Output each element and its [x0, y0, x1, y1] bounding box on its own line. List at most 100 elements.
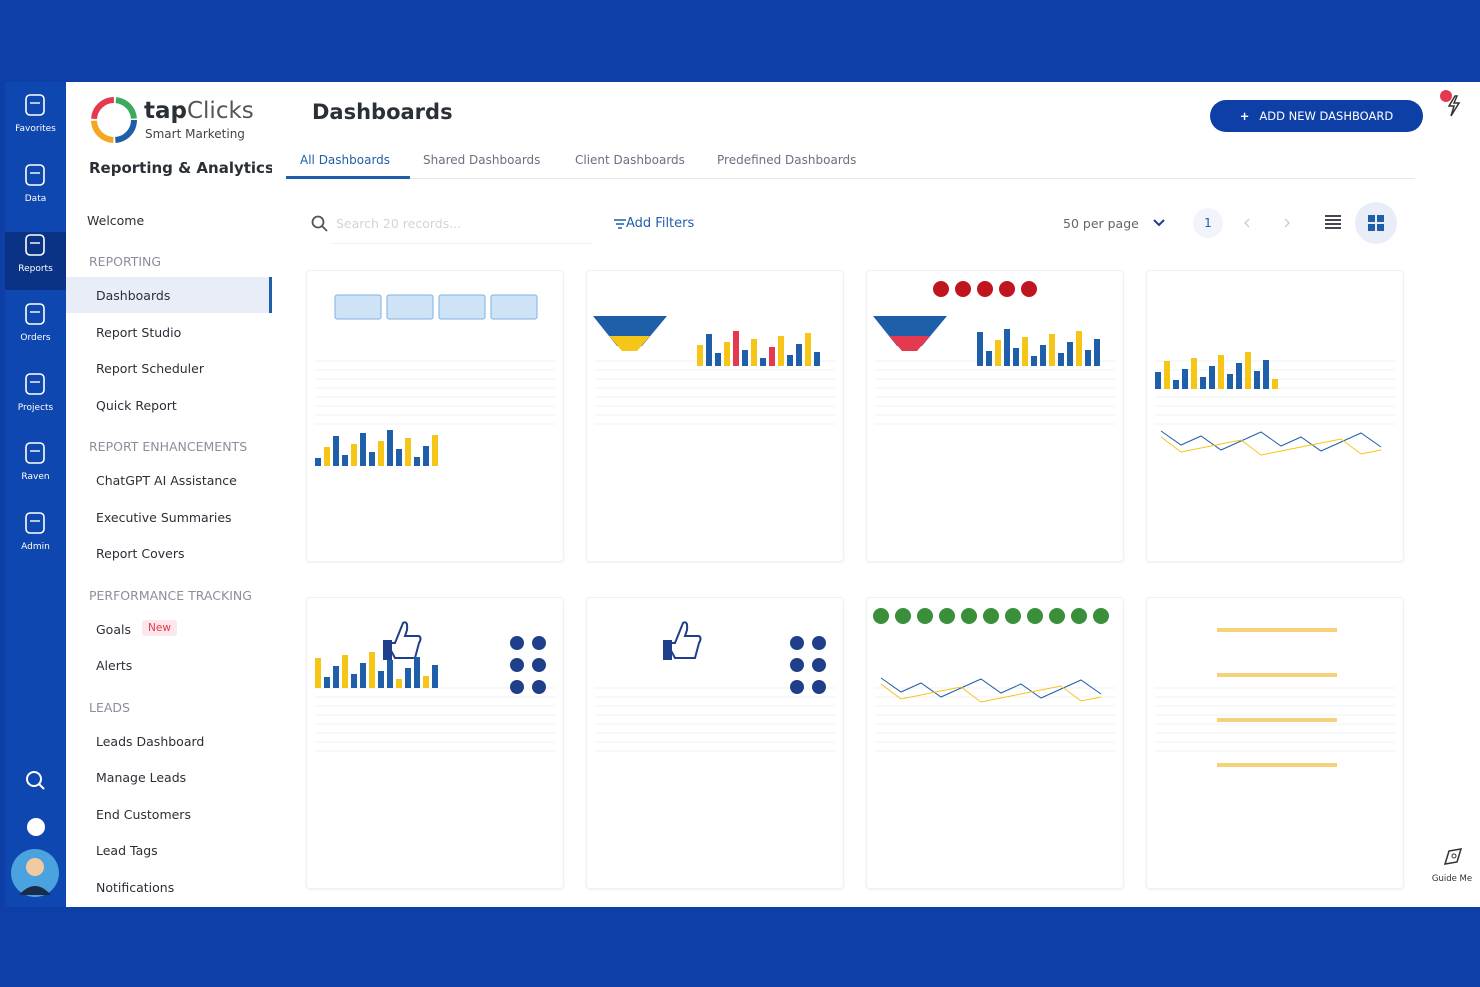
pager-arrows[interactable]	[1240, 216, 1292, 230]
rail-item[interactable]: Orders	[5, 301, 66, 359]
nav-item[interactable]: Report Covers	[96, 546, 185, 561]
rail-item[interactable]: Favorites	[5, 92, 66, 150]
rail-item[interactable]: Data	[5, 162, 66, 220]
thumb-dot	[983, 608, 999, 624]
thumb-bar	[360, 433, 366, 466]
dashboard-card[interactable]	[586, 597, 844, 889]
nav-item[interactable]: Notifications	[96, 879, 175, 895]
thumb-bar	[787, 355, 793, 366]
search-input[interactable]: Search 20 records...	[336, 216, 462, 231]
guide-label[interactable]: Guide Me	[1431, 874, 1473, 884]
nav-item[interactable]: ChatGPT AI Assistance	[96, 473, 237, 488]
thumb-bar	[805, 333, 811, 366]
add-filters[interactable]: Add Filters	[626, 216, 695, 231]
dashboard-card[interactable]	[306, 270, 564, 562]
rail-item[interactable]: Admin	[5, 510, 66, 568]
thumb-bar	[1058, 353, 1064, 366]
tab[interactable]: Shared Dashboards	[423, 153, 541, 167]
guide-icon[interactable]	[1441, 846, 1465, 868]
tab[interactable]: Predefined Dashboards	[717, 153, 857, 167]
rail-bottom-icons[interactable]	[5, 767, 66, 897]
thumb-dot	[1021, 281, 1037, 297]
thumb-dot	[790, 636, 804, 650]
dashboard-card[interactable]	[306, 597, 564, 889]
thumb-bar	[333, 436, 339, 466]
rail-label: Orders	[20, 333, 51, 343]
grid-view[interactable]	[1355, 202, 1397, 244]
thumb-bar	[342, 455, 348, 466]
thumb-dot	[532, 636, 546, 650]
thumb-bar	[324, 677, 330, 688]
thumb-kpi	[386, 294, 434, 320]
per-page[interactable]: 50 per page	[1063, 216, 1139, 231]
rail-item[interactable]: Reports	[5, 232, 66, 290]
thumb-like	[665, 621, 702, 659]
help-glyph	[27, 818, 45, 836]
nav-item[interactable]: Manage Leads	[96, 770, 187, 785]
rail-label: Favorites	[15, 124, 56, 134]
nav-item[interactable]: Report Studio	[96, 324, 182, 340]
thumb-bar	[778, 336, 784, 366]
thumb-bar	[1094, 339, 1100, 366]
thumb-bar	[995, 340, 1001, 366]
thumb-dot	[790, 680, 804, 694]
thumb-bar	[369, 452, 375, 466]
dashboard-card[interactable]	[1146, 597, 1404, 889]
rail-icon	[25, 442, 45, 464]
thumb-bar	[423, 446, 429, 466]
thumb-dot	[895, 608, 911, 624]
icon-shape	[25, 234, 45, 256]
rail-label: Raven	[21, 472, 50, 482]
nav-item[interactable]: Report Scheduler	[96, 361, 204, 376]
alerts-icon[interactable]	[1437, 88, 1467, 120]
thumb-bar	[1254, 371, 1260, 389]
card-thumbnail	[873, 281, 1115, 425]
welcome-link[interactable]: Welcome	[87, 213, 145, 228]
nav-item[interactable]: Dashboards	[96, 288, 171, 303]
thumb-line	[880, 677, 1102, 699]
thumb-dot	[1071, 608, 1087, 624]
add-dashboard-button[interactable]: + ADD NEW DASHBOARD	[1210, 100, 1423, 132]
thumb-dot	[532, 658, 546, 672]
rail-label: Data	[24, 194, 47, 204]
rail-item[interactable]: Projects	[5, 371, 66, 429]
nav-item[interactable]: Goals	[96, 621, 131, 637]
dashboard-card[interactable]	[1146, 270, 1404, 562]
thumb-bar	[697, 345, 703, 366]
tab[interactable]: Client Dashboards	[575, 153, 685, 167]
dashboard-card[interactable]	[866, 597, 1124, 889]
logo-mark	[91, 97, 137, 143]
dashboard-card[interactable]	[866, 270, 1124, 562]
tab[interactable]: All Dashboards	[300, 153, 391, 167]
nav-item[interactable]: Executive Summaries	[96, 509, 232, 525]
tab-underline	[286, 176, 410, 179]
list-view[interactable]	[1324, 213, 1342, 231]
per-page-chevron[interactable]	[1152, 217, 1166, 229]
thumb-dot	[1093, 608, 1109, 624]
thumb-bar	[1173, 380, 1179, 389]
rail-item[interactable]: Raven	[5, 440, 66, 498]
nav-item[interactable]: End Customers	[96, 806, 191, 822]
tabs-divider	[286, 178, 1415, 179]
thumb-like	[383, 640, 392, 660]
thumb-bar	[405, 668, 411, 688]
thumb-bar	[351, 444, 357, 466]
thumb-bar	[1085, 350, 1091, 366]
thumb-bar	[414, 457, 420, 466]
plus-icon: +	[1239, 109, 1250, 123]
nav-item[interactable]: Quick Report	[96, 397, 177, 413]
nav-item[interactable]: Lead Tags	[96, 843, 158, 858]
thumb-bar	[405, 438, 411, 466]
thumb-dot	[1005, 608, 1021, 624]
thumb-bar	[1245, 352, 1251, 389]
page-number[interactable]: 1	[1193, 208, 1223, 238]
thumb-bar	[1164, 361, 1170, 389]
dashboard-card[interactable]	[586, 270, 844, 562]
thumb-bar	[814, 352, 820, 366]
nav-item[interactable]: Alerts	[96, 658, 133, 673]
thumb-kpi	[334, 294, 382, 320]
thumb-dot	[873, 608, 889, 624]
thumb-bar	[760, 358, 766, 366]
nav-item[interactable]: Leads Dashboard	[96, 733, 205, 749]
thumb-bar	[1031, 356, 1037, 366]
